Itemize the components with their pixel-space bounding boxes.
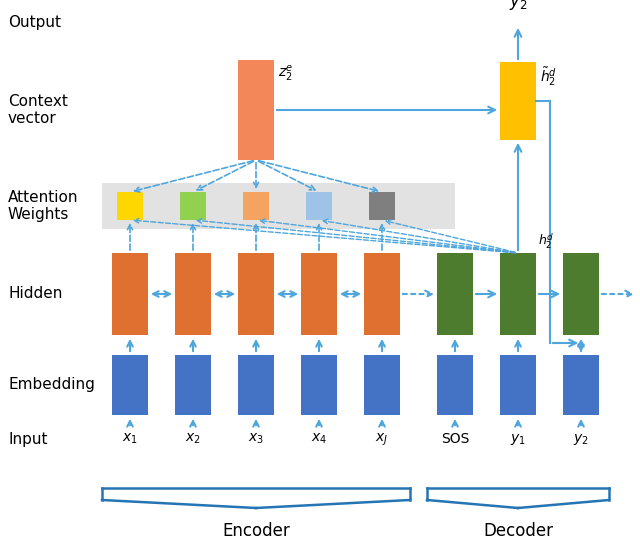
Text: $x_J$: $x_J$ [376, 432, 388, 448]
Text: $z_2^e$: $z_2^e$ [278, 64, 294, 84]
FancyBboxPatch shape [238, 253, 274, 335]
FancyBboxPatch shape [437, 253, 473, 335]
FancyBboxPatch shape [364, 253, 400, 335]
Text: $y_2$: $y_2$ [573, 432, 589, 447]
Text: $\hat{y}_2$: $\hat{y}_2$ [509, 0, 527, 13]
FancyBboxPatch shape [102, 183, 455, 229]
Text: $h_2^d$: $h_2^d$ [538, 232, 554, 251]
Text: $\tilde{h}_2^d$: $\tilde{h}_2^d$ [540, 65, 557, 88]
FancyBboxPatch shape [180, 192, 206, 220]
Text: $y_1$: $y_1$ [510, 432, 526, 447]
FancyBboxPatch shape [500, 355, 536, 415]
FancyBboxPatch shape [369, 192, 395, 220]
FancyBboxPatch shape [301, 355, 337, 415]
Text: Context
vector: Context vector [8, 94, 68, 126]
FancyBboxPatch shape [243, 192, 269, 220]
FancyBboxPatch shape [112, 355, 148, 415]
FancyBboxPatch shape [238, 355, 274, 415]
FancyBboxPatch shape [500, 253, 536, 335]
Text: $x_4$: $x_4$ [311, 432, 327, 446]
Text: $x_1$: $x_1$ [122, 432, 138, 446]
FancyBboxPatch shape [437, 355, 473, 415]
Text: Embedding: Embedding [8, 377, 95, 392]
Text: Output: Output [8, 15, 61, 30]
Text: Attention
Weights: Attention Weights [8, 190, 79, 222]
Text: $x_2$: $x_2$ [185, 432, 201, 446]
Text: Hidden: Hidden [8, 287, 62, 301]
Text: $x_3$: $x_3$ [248, 432, 264, 446]
Text: Input: Input [8, 432, 47, 447]
FancyBboxPatch shape [175, 253, 211, 335]
Text: Encoder: Encoder [222, 522, 290, 539]
FancyBboxPatch shape [306, 192, 332, 220]
FancyBboxPatch shape [175, 355, 211, 415]
FancyBboxPatch shape [112, 253, 148, 335]
FancyBboxPatch shape [117, 192, 143, 220]
FancyBboxPatch shape [563, 253, 599, 335]
FancyBboxPatch shape [301, 253, 337, 335]
FancyBboxPatch shape [238, 60, 274, 160]
Text: SOS: SOS [441, 432, 469, 446]
FancyBboxPatch shape [364, 355, 400, 415]
Text: Decoder: Decoder [483, 522, 553, 539]
FancyBboxPatch shape [563, 355, 599, 415]
FancyBboxPatch shape [500, 62, 536, 140]
